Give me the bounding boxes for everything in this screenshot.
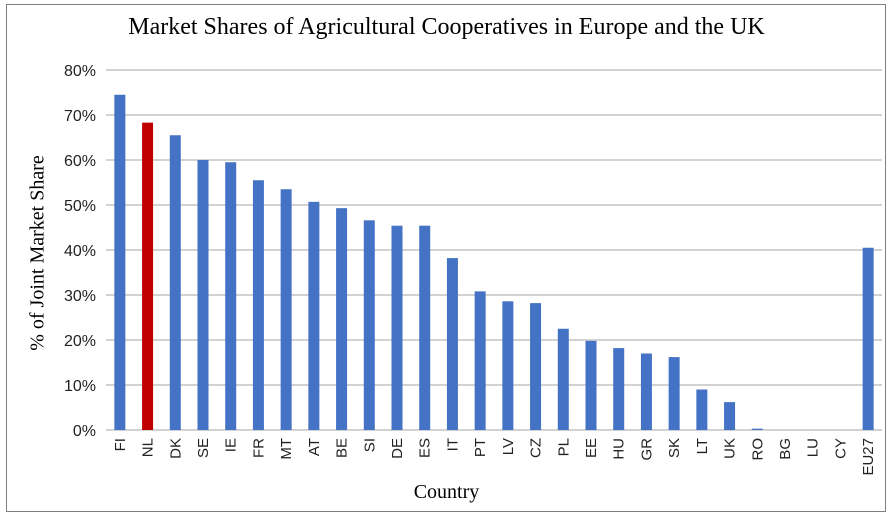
bar-gr <box>640 353 652 430</box>
y-tick-label: 70% <box>64 108 96 125</box>
bar-pt <box>474 291 486 430</box>
x-tick-label: SK <box>666 438 683 458</box>
y-tick-label: 30% <box>64 288 96 305</box>
bar-it <box>446 258 458 430</box>
x-tick-label: HU <box>611 438 628 460</box>
bar-fr <box>252 180 264 430</box>
x-tick-label: DE <box>389 438 406 459</box>
x-tick-label: FR <box>250 438 267 458</box>
y-tick-label: 0% <box>73 423 96 440</box>
x-tick-label: EE <box>583 438 600 458</box>
x-tick-label: LT <box>694 438 711 454</box>
x-axis-ticks: FI NL DK SE IE FR MT AT BE SI DE ES IT PT LV CZ PL EE HU GR… <box>112 438 877 476</box>
bar-dk <box>169 135 181 430</box>
bar-sk <box>668 357 680 430</box>
x-tick-label: SI <box>361 438 378 452</box>
x-tick-label: FI <box>112 438 129 451</box>
x-tick-label: BG <box>777 438 794 460</box>
bar-be <box>336 208 348 430</box>
bar-se <box>197 160 209 430</box>
y-tick-label: 80% <box>64 63 96 80</box>
x-tick-label: MT <box>278 438 295 460</box>
bar-ee <box>585 340 597 430</box>
x-tick-label: NL <box>140 438 157 457</box>
x-tick-label: DK <box>167 438 184 459</box>
x-tick-label: LU <box>805 438 822 457</box>
bar-pl <box>557 328 569 430</box>
y-tick-label: 60% <box>64 153 96 170</box>
bar-mt <box>280 189 292 430</box>
y-tick-label: 20% <box>64 333 96 350</box>
y-tick-label: 10% <box>64 378 96 395</box>
x-tick-label: LV <box>500 438 517 455</box>
x-tick-label: CY <box>832 438 849 459</box>
x-tick-label: PL <box>555 438 572 456</box>
bar-fi <box>114 94 126 430</box>
bar-cz <box>530 303 542 430</box>
x-tick-label: IT <box>444 438 461 451</box>
bar-uk <box>724 402 736 430</box>
y-axis-ticks: 0% 10% 20% 30% 40% 50% 60% 70% 80% <box>64 63 96 440</box>
x-tick-label: SE <box>195 438 212 458</box>
x-tick-label: UK <box>722 438 739 459</box>
x-tick-label: AT <box>306 438 323 456</box>
bar-ie <box>225 162 237 430</box>
x-axis-title: Country <box>413 481 480 503</box>
chart-title: Market Shares of Agricultural Cooperativ… <box>128 14 765 40</box>
bar-nl <box>142 122 154 431</box>
x-tick-label: BE <box>334 438 351 458</box>
bar-de <box>391 225 403 430</box>
bar-lv <box>502 301 514 430</box>
y-tick-label: 40% <box>64 243 96 260</box>
bar-lt <box>696 389 708 430</box>
x-tick-label: IE <box>223 438 240 452</box>
x-tick-label: ES <box>417 438 434 458</box>
x-tick-label: GR <box>638 438 655 461</box>
bar-eu27 <box>862 247 874 430</box>
x-tick-label: CZ <box>528 438 545 458</box>
x-tick-label: PT <box>472 438 489 457</box>
bar-si <box>363 220 375 430</box>
bar-at <box>308 201 320 430</box>
y-tick-label: 50% <box>64 198 96 215</box>
bar-es <box>419 225 431 430</box>
x-tick-label: RO <box>749 438 766 461</box>
bars <box>114 94 874 431</box>
x-tick-label: EU27 <box>860 438 877 476</box>
bar-ro <box>751 428 763 430</box>
gridlines <box>106 69 882 431</box>
bar-hu <box>613 348 625 430</box>
